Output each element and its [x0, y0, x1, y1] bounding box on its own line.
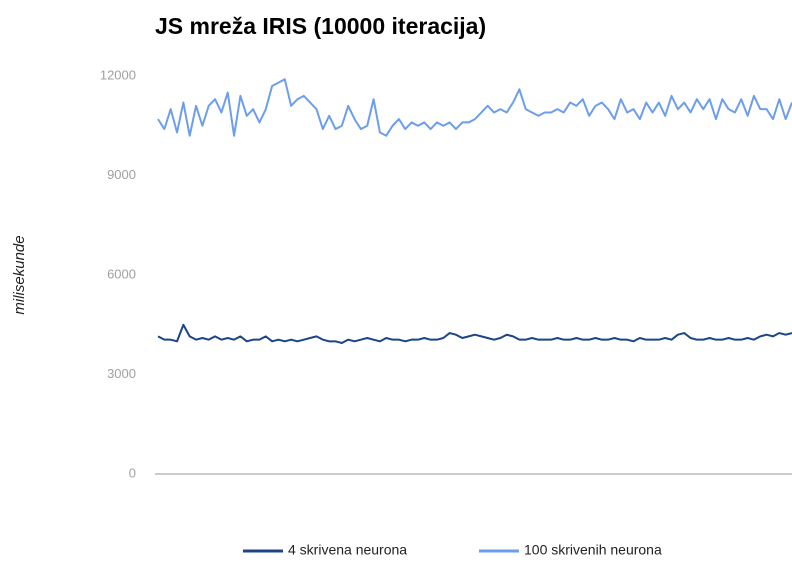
y-tick-label: 6000 [107, 266, 136, 281]
y-tick-label: 12000 [100, 67, 136, 82]
chart-title: JS mreža IRIS (10000 iteracija) [155, 13, 486, 39]
legend-label: 4 skrivena neurona [288, 542, 407, 558]
y-tick-label: 3000 [107, 366, 136, 381]
data-line [157, 323, 792, 344]
legend: 4 skrivena neurona 100 skrivenih neurona [243, 542, 662, 558]
y-tick-label: 9000 [107, 167, 136, 182]
y-axis-label: milisekunde [11, 235, 28, 314]
legend-label: 100 skrivenih neurona [524, 542, 662, 558]
y-tick-label: 0 [129, 465, 136, 480]
data-line [157, 78, 792, 137]
